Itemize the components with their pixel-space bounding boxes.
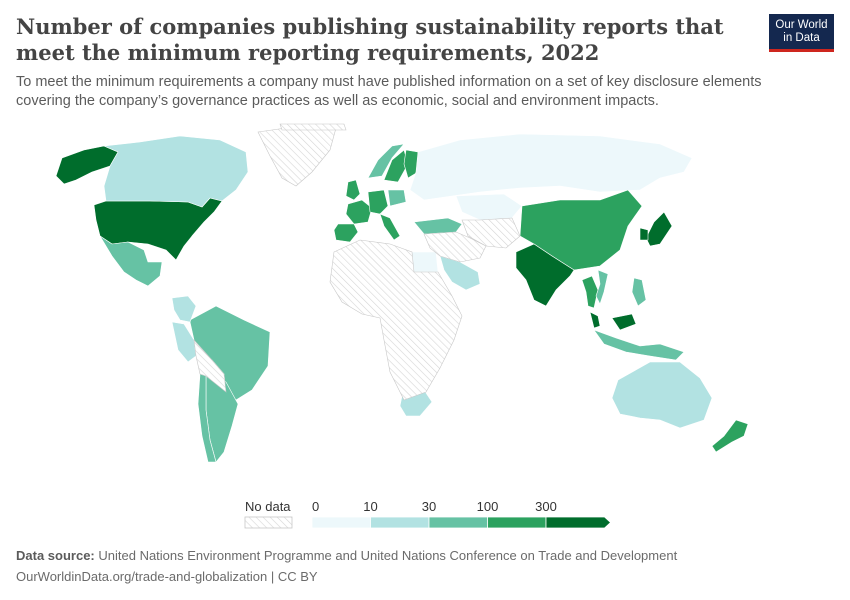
legend-no-data-swatch — [244, 516, 293, 529]
country-new-zealand[interactable] — [711, 419, 749, 453]
country-philippines[interactable] — [631, 277, 647, 307]
footer-url[interactable]: OurWorldinData.org/trade-and-globalizati… — [16, 569, 318, 584]
country-central-asia-other[interactable] — [461, 217, 521, 249]
chart-subtitle: To meet the minimum requirements a compa… — [16, 74, 762, 109]
country-greenland[interactable] — [257, 125, 337, 187]
legend-no-data-label: No data — [245, 499, 291, 514]
legend-bin-label: 100 — [477, 499, 499, 514]
country-italy[interactable] — [379, 213, 401, 241]
country-thailand[interactable] — [581, 275, 599, 309]
legend-bin-label: 10 — [363, 499, 377, 514]
country-russia[interactable] — [409, 133, 693, 201]
legend-bin-swatch[interactable] — [370, 516, 430, 529]
footer-source-text: United Nations Environment Programme and… — [98, 548, 678, 563]
legend-bin-swatch[interactable] — [545, 516, 612, 529]
country-poland[interactable] — [387, 189, 407, 207]
country-australia[interactable] — [611, 361, 713, 429]
country-norway[interactable] — [367, 143, 405, 179]
country-canada[interactable] — [103, 135, 249, 208]
logo-line-1: Our World — [775, 19, 828, 31]
legend-bin-label: 0 — [312, 499, 319, 514]
country-indonesia[interactable] — [593, 329, 685, 361]
country-alaska[interactable] — [55, 145, 119, 185]
country-germany[interactable] — [367, 189, 389, 215]
logo-line-2: in Data — [783, 32, 820, 44]
country-antarctica-region[interactable] — [279, 123, 347, 131]
legend-bin-swatch[interactable] — [311, 516, 371, 529]
country-kazakhstan[interactable] — [455, 193, 523, 221]
country-turkey[interactable] — [413, 217, 463, 235]
country-spain[interactable] — [333, 223, 359, 243]
country-mexico[interactable] — [99, 235, 163, 287]
footer-source-label: Data source: — [16, 548, 95, 563]
world-map — [55, 123, 749, 463]
country-middle-east-other[interactable] — [423, 231, 487, 263]
legend-bin-label: 30 — [422, 499, 436, 514]
map-legend: No data 0 10 30 100 300 — [244, 499, 612, 529]
owid-logo[interactable]: Our World in Data — [769, 14, 834, 52]
country-egypt[interactable] — [411, 251, 439, 273]
country-japan[interactable] — [645, 211, 673, 247]
footer-data-source: Data source: United Nations Environment … — [16, 548, 677, 563]
country-south-america-other[interactable] — [193, 339, 227, 393]
country-malaysia[interactable] — [589, 311, 637, 331]
legend-bin-swatch[interactable] — [428, 516, 488, 529]
chart-title: Number of companies publishing sustainab… — [16, 14, 724, 65]
country-colombia[interactable] — [171, 295, 197, 323]
country-france[interactable] — [345, 199, 373, 225]
country-india[interactable] — [515, 243, 575, 307]
country-vietnam[interactable] — [595, 269, 609, 305]
legend-bin-swatch[interactable] — [487, 516, 547, 529]
country-africa-other[interactable] — [329, 239, 463, 401]
country-chile[interactable] — [197, 373, 217, 463]
country-south-korea[interactable] — [639, 227, 649, 241]
legend-bin-label: 300 — [535, 499, 557, 514]
country-united-kingdom[interactable] — [345, 179, 361, 201]
country-finland[interactable] — [403, 149, 419, 179]
country-saudi-arabia[interactable] — [439, 255, 481, 291]
